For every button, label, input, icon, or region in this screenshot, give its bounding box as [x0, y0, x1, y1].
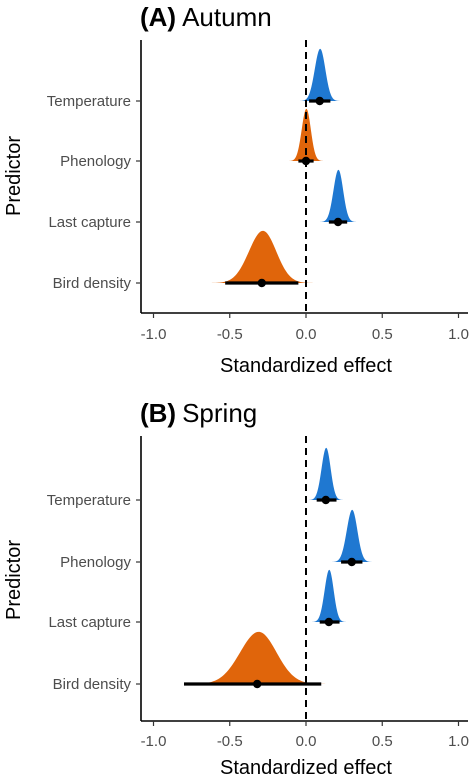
- panel-title-text: Autumn: [182, 2, 272, 32]
- panel-title: (A) Autumn: [140, 2, 272, 32]
- y-tick-label: Bird density: [53, 275, 132, 292]
- panel-title: (B) Spring: [140, 398, 257, 428]
- median-point: [324, 617, 334, 627]
- y-tick-label: Last capture: [48, 214, 131, 231]
- density-bird-density: [206, 230, 317, 283]
- y-tick-label: Phenology: [60, 153, 131, 170]
- x-tick-label: 1.0: [448, 733, 469, 750]
- x-axis-title: Standardized effect: [220, 757, 392, 775]
- median-point: [253, 679, 262, 689]
- x-tick-label: -1.0: [141, 326, 167, 343]
- y-axis-title: Predictor: [3, 540, 25, 620]
- density-temperature: [298, 48, 342, 101]
- panel-letter: (B): [140, 398, 176, 428]
- x-tick-label: 0.0: [296, 733, 317, 750]
- median-point: [333, 217, 343, 227]
- chart-panel-autumn: (A) Autumn Temperature Phenology Last captur…: [3, 2, 469, 377]
- y-tick-label: Bird density: [53, 676, 132, 693]
- x-tick-label: 0.5: [372, 733, 393, 750]
- y-axis-title: Predictor: [3, 136, 25, 216]
- median-point: [315, 96, 324, 106]
- x-axis-title: Standardized effect: [220, 355, 392, 377]
- median-point: [321, 495, 331, 505]
- panel-letter: (A): [140, 2, 176, 32]
- density-last-capture: [310, 569, 348, 622]
- y-tick-label: Temperature: [47, 492, 131, 509]
- y-tick-label: Temperature: [47, 93, 131, 110]
- x-tick-label: -0.5: [217, 326, 243, 343]
- density-phenology: [330, 509, 374, 562]
- y-tick-label: Last capture: [48, 614, 131, 631]
- median-point: [347, 557, 356, 567]
- density-bird-density: [184, 631, 331, 684]
- x-tick-label: 0.5: [372, 326, 393, 343]
- density-phenology: [287, 108, 325, 161]
- y-tick-label: Phenology: [60, 554, 131, 571]
- x-tick-label: 0.0: [296, 326, 317, 343]
- density-last-capture: [318, 169, 358, 222]
- chart-panel-spring: (B) Spring Temperature Phenology Last captur…: [3, 398, 469, 775]
- x-tick-label: 1.0: [448, 326, 469, 343]
- x-tick-label: -1.0: [141, 733, 167, 750]
- median-point: [257, 278, 266, 288]
- density-temperature: [307, 447, 345, 500]
- panel-title-text: Spring: [182, 398, 257, 428]
- x-tick-label: -0.5: [217, 733, 243, 750]
